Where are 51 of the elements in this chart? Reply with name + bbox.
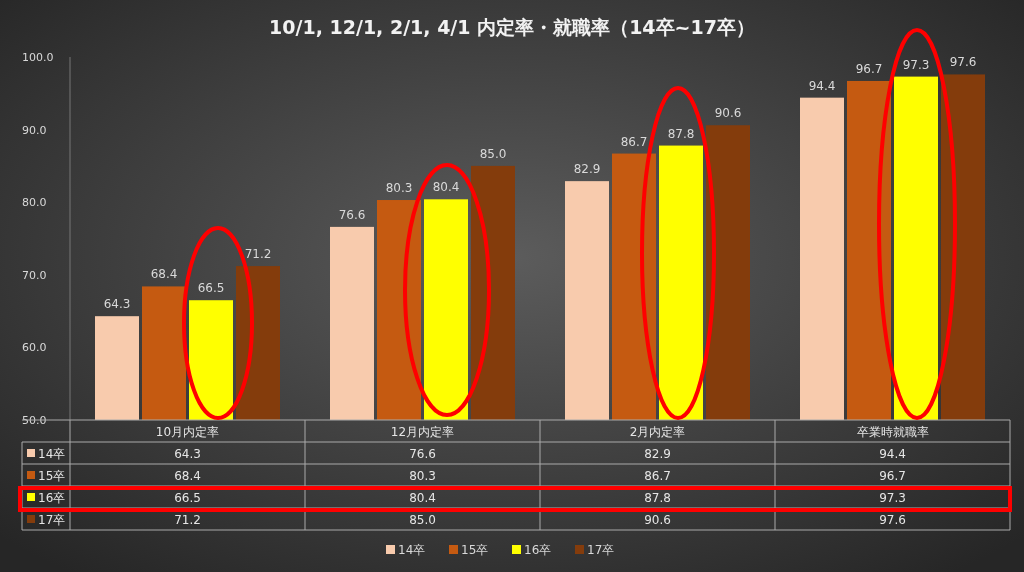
y-tick-label: 50.0 xyxy=(22,414,47,427)
data-label: 94.4 xyxy=(879,447,906,461)
text: 97.6 xyxy=(949,55,977,70)
y-tick-label: 90.0 xyxy=(22,123,47,137)
data-label: 96.7 xyxy=(879,469,906,483)
text: 85.0 xyxy=(479,146,507,161)
data-label: 85.0 xyxy=(409,513,436,527)
data-label: 64.3 xyxy=(174,447,201,461)
data-label: 68.4 xyxy=(174,469,201,483)
text: 14卒 xyxy=(398,543,426,557)
x-tick-label: 10月内定率 xyxy=(155,425,220,439)
text: 80.3 xyxy=(385,181,413,196)
data-label: 90.6 xyxy=(644,513,671,527)
x-tick-label: 12月内定率 xyxy=(390,425,455,439)
text: 97.3 xyxy=(902,57,930,72)
data-label: 97.3 xyxy=(879,491,906,505)
data-label: 80.3 xyxy=(409,469,436,483)
text: 87.8 xyxy=(667,126,695,141)
text: 82.9 xyxy=(573,162,601,177)
text: 80.4 xyxy=(432,180,460,195)
text: 15卒 xyxy=(461,543,489,557)
text: 64.3 xyxy=(103,297,131,312)
text: 96.7 xyxy=(855,61,883,76)
legend-label: 17卒 xyxy=(587,543,615,557)
y-tick-label: 70.0 xyxy=(22,268,47,282)
chart-title: 10/1, 12/1, 2/1, 4/1 内定率・就職率（14卒~17卒） xyxy=(269,16,755,38)
text: 90.6 xyxy=(714,106,742,121)
data-label: 71.2 xyxy=(174,513,201,527)
text: 16卒 xyxy=(38,491,66,505)
y-tick-label: 80.0 xyxy=(22,196,47,210)
text: 94.4 xyxy=(808,78,836,93)
data-label: 80.4 xyxy=(409,491,436,505)
text: 76.6 xyxy=(338,207,366,222)
y-tick-label: 100.0 xyxy=(22,51,54,64)
x-tick-label: 2月内定率 xyxy=(629,425,686,439)
text: 66.5 xyxy=(197,281,225,296)
data-label: 86.7 xyxy=(644,469,671,483)
data-label: 87.8 xyxy=(644,491,671,505)
text: 86.7 xyxy=(620,134,648,149)
data-label: 82.9 xyxy=(644,447,671,461)
legend-label: 14卒 xyxy=(38,447,66,461)
legend-label: 16卒 xyxy=(524,543,552,557)
data-label: 97.6 xyxy=(879,513,906,527)
y-tick-label: 60.0 xyxy=(22,341,47,355)
text: 71.2 xyxy=(244,247,272,262)
x-tick-label: 卒業時就職率 xyxy=(856,425,929,439)
data-label: 76.6 xyxy=(409,447,436,461)
text: 17卒 xyxy=(38,513,66,527)
text: 68.4 xyxy=(150,267,178,282)
data-label: 66.5 xyxy=(174,491,201,505)
legend-label: 15卒 xyxy=(38,469,66,483)
